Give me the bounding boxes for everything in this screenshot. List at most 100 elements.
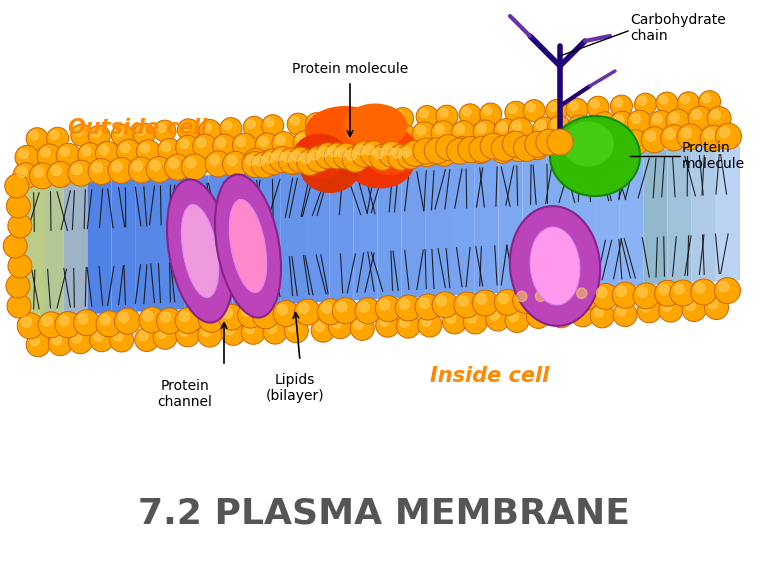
Polygon shape xyxy=(716,146,740,282)
Circle shape xyxy=(413,138,439,164)
Circle shape xyxy=(514,135,540,161)
Circle shape xyxy=(242,151,268,177)
Circle shape xyxy=(447,138,472,164)
Ellipse shape xyxy=(215,175,281,317)
Circle shape xyxy=(223,151,249,177)
Circle shape xyxy=(48,161,73,187)
Circle shape xyxy=(292,151,302,161)
Circle shape xyxy=(293,131,317,154)
Circle shape xyxy=(216,138,226,147)
Circle shape xyxy=(716,123,741,149)
Circle shape xyxy=(502,131,528,157)
Circle shape xyxy=(377,128,386,138)
Circle shape xyxy=(401,147,411,157)
Circle shape xyxy=(7,294,31,318)
Circle shape xyxy=(566,131,592,157)
Circle shape xyxy=(68,160,94,186)
Circle shape xyxy=(346,150,356,160)
Circle shape xyxy=(379,317,389,327)
Circle shape xyxy=(641,127,667,153)
Circle shape xyxy=(260,149,286,175)
Polygon shape xyxy=(281,170,305,304)
Circle shape xyxy=(659,298,683,322)
Polygon shape xyxy=(547,155,571,290)
Polygon shape xyxy=(378,164,402,300)
Circle shape xyxy=(337,131,346,141)
Circle shape xyxy=(277,305,287,315)
Circle shape xyxy=(378,111,386,119)
Circle shape xyxy=(360,141,386,167)
Circle shape xyxy=(223,121,232,130)
Circle shape xyxy=(273,151,283,161)
Circle shape xyxy=(273,301,299,327)
Circle shape xyxy=(656,92,678,114)
Circle shape xyxy=(132,161,143,171)
Circle shape xyxy=(337,147,347,157)
Circle shape xyxy=(645,131,656,141)
Circle shape xyxy=(117,139,141,163)
Circle shape xyxy=(418,313,442,337)
Circle shape xyxy=(660,125,687,151)
Circle shape xyxy=(181,154,207,180)
Polygon shape xyxy=(160,176,184,310)
Circle shape xyxy=(633,283,659,309)
Circle shape xyxy=(442,310,466,334)
Text: Lipids
(bilayer): Lipids (bilayer) xyxy=(266,373,324,403)
Circle shape xyxy=(399,299,409,309)
Polygon shape xyxy=(425,162,450,297)
Circle shape xyxy=(209,155,220,165)
Circle shape xyxy=(523,100,545,122)
Circle shape xyxy=(33,167,44,177)
Circle shape xyxy=(237,302,263,328)
Circle shape xyxy=(328,147,338,157)
Ellipse shape xyxy=(297,126,372,186)
Circle shape xyxy=(395,111,404,120)
Ellipse shape xyxy=(181,204,219,297)
Ellipse shape xyxy=(550,116,640,196)
Circle shape xyxy=(458,137,484,162)
Polygon shape xyxy=(305,168,329,303)
Circle shape xyxy=(361,147,371,157)
Circle shape xyxy=(616,286,627,297)
Circle shape xyxy=(352,108,374,130)
Circle shape xyxy=(412,122,436,146)
Circle shape xyxy=(458,296,468,306)
Circle shape xyxy=(321,302,332,313)
Circle shape xyxy=(400,318,409,327)
Circle shape xyxy=(494,141,504,151)
Circle shape xyxy=(547,129,573,155)
Circle shape xyxy=(637,287,647,297)
Polygon shape xyxy=(208,174,233,308)
Circle shape xyxy=(134,328,159,351)
Circle shape xyxy=(489,137,515,163)
Circle shape xyxy=(128,157,154,183)
Circle shape xyxy=(379,300,389,310)
Circle shape xyxy=(613,302,637,327)
Circle shape xyxy=(260,154,271,164)
Ellipse shape xyxy=(345,134,415,188)
Circle shape xyxy=(133,123,155,145)
Circle shape xyxy=(257,307,267,317)
Circle shape xyxy=(222,308,233,319)
Polygon shape xyxy=(233,172,257,307)
Circle shape xyxy=(704,129,714,139)
Circle shape xyxy=(533,117,557,141)
Circle shape xyxy=(114,308,141,334)
Circle shape xyxy=(718,282,729,292)
Text: Protein
channel: Protein channel xyxy=(157,379,213,409)
Circle shape xyxy=(419,298,429,308)
Circle shape xyxy=(570,135,581,146)
Circle shape xyxy=(455,124,465,134)
Circle shape xyxy=(373,124,397,149)
Circle shape xyxy=(653,114,662,124)
Circle shape xyxy=(245,324,254,334)
Circle shape xyxy=(138,331,148,341)
Circle shape xyxy=(74,310,100,336)
Circle shape xyxy=(419,109,429,118)
Circle shape xyxy=(354,320,363,329)
Circle shape xyxy=(227,155,237,165)
Circle shape xyxy=(627,110,651,134)
Circle shape xyxy=(298,303,309,313)
Circle shape xyxy=(365,145,375,155)
Circle shape xyxy=(452,121,475,145)
